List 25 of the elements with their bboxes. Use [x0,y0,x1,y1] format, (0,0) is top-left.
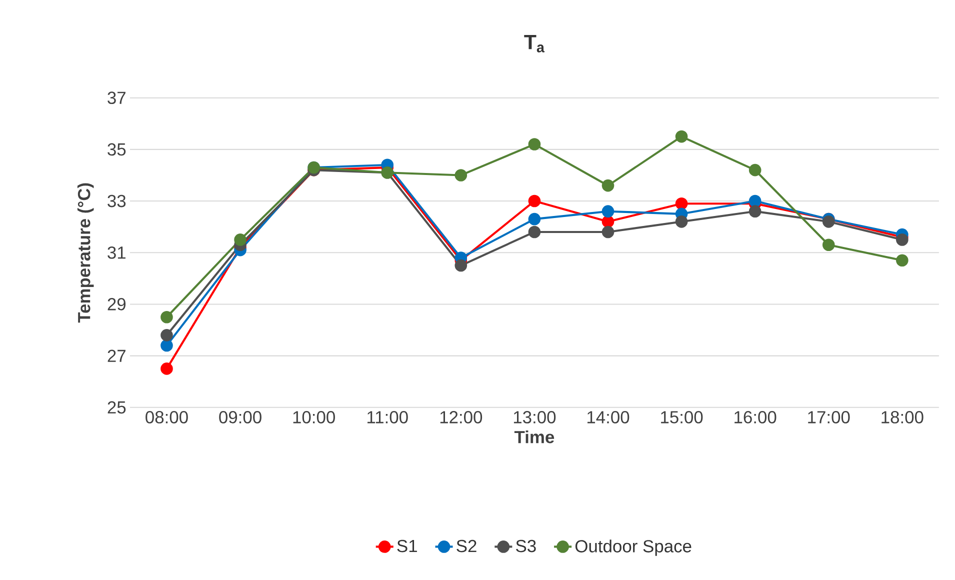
x-tick-label: 11:00 [368,411,408,424]
x-tick-label: 15:00 [661,411,703,424]
legend-label: S1 [397,540,417,552]
y-tick-label: 33 [108,194,126,208]
x-axis-title: Time [514,430,554,444]
x-tick-label: 13:00 [514,411,556,424]
x-tick-label: 08:00 [146,411,188,424]
y-tick-label: 31 [108,246,126,259]
y-tick-label: 27 [108,350,126,362]
x-tick-label: 14:00 [588,411,630,424]
y-tick-label: 25 [108,401,126,414]
x-tick-label: 18:00 [882,411,924,424]
y-axis-title: Temperature (°C) [77,183,94,323]
legend-label: Outdoor Space [575,540,692,556]
y-tick-label: 29 [108,298,126,310]
x-tick-label: 17:00 [808,411,850,424]
x-tick-label: 12:00 [440,411,482,424]
legend-label: S2 [456,540,476,552]
x-tick-label: 09:00 [219,411,262,424]
x-tick-label: 10:00 [293,411,335,424]
y-tick-label: 37 [108,92,126,104]
y-tick-label: 35 [108,143,126,156]
chart-title: T$_{a}$ [524,34,545,52]
x-tick-label: 16:00 [734,411,776,424]
legend-label: S3 [516,540,536,552]
